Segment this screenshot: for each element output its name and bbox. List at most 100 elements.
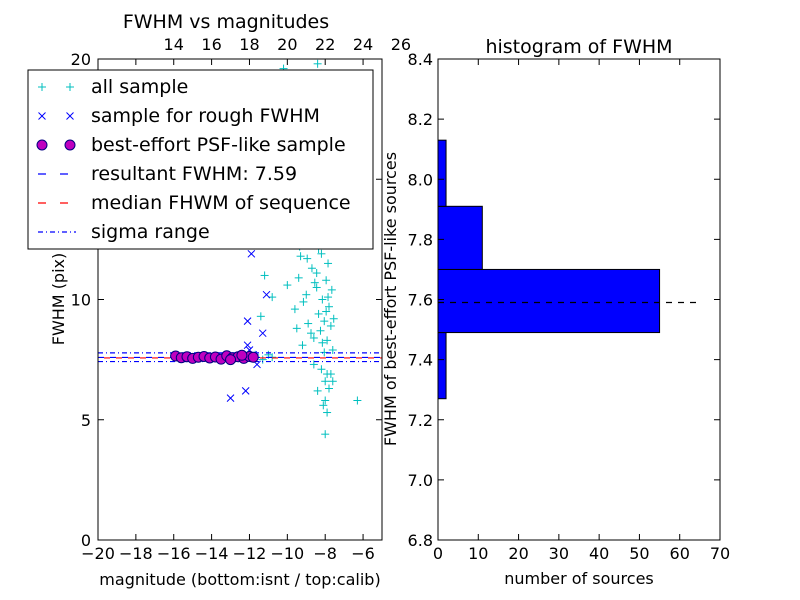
left-y-tick-label-2: 10: [71, 291, 91, 310]
all-sample-point-39: [320, 317, 329, 326]
right-x-axis-label: number of sources: [504, 569, 654, 588]
legend-marker-b-b: [66, 112, 74, 120]
histogram-bar-1: [437, 268, 661, 334]
all-sample-point-78: [323, 408, 332, 417]
rough-sample-point-2: [262, 290, 271, 299]
legend-marker-a: [36, 139, 48, 151]
legend-frame: [27, 69, 374, 250]
histogram-bar-2: [437, 205, 483, 270]
left-x-tick-label-2: −16: [157, 544, 191, 563]
all-sample-point-77: [321, 396, 330, 405]
legend-marker-a: [38, 83, 46, 91]
left-top-tick-label-0: 14: [164, 35, 184, 54]
right-y-tick-label-1: 7.0: [408, 471, 433, 490]
right-x-tick-label-6: 60: [670, 544, 690, 563]
all-sample-point-33: [314, 309, 323, 318]
all-sample-point-52: [303, 254, 312, 263]
legend-item-4: median FHWM of sequence: [38, 192, 351, 214]
left-x-tick-label-4: −12: [233, 544, 267, 563]
psf-sample-point-14: [247, 351, 259, 363]
all-sample-point-35: [316, 326, 325, 335]
legend-label-3: resultant FWHM: 7.59: [91, 163, 297, 185]
left-x-tick-label-5: −10: [270, 544, 304, 563]
rough-sample-point-8-b: [241, 387, 250, 395]
rough-sample-point-3-b: [243, 317, 252, 325]
left-y-tick-label-0: 0: [81, 531, 91, 550]
all-sample-point-73: [326, 370, 335, 379]
all-sample-point-68: [309, 360, 318, 369]
left-y-tick-label-4: 20: [71, 50, 91, 69]
all-sample-point-54: [310, 278, 319, 287]
all-sample-point-21: [294, 273, 303, 282]
rough-sample-point-0-b: [247, 249, 256, 258]
left-top-tick-label-4: 22: [315, 35, 335, 54]
right-x-tick-label-2: 20: [508, 544, 528, 563]
all-sample-point-28: [307, 264, 316, 273]
all-sample-point-74: [313, 386, 322, 395]
all-sample-point-51: [299, 297, 308, 306]
right-y-tick-label-8: 8.4: [408, 50, 433, 69]
all-sample-point-47: [327, 285, 336, 294]
left-top-tick-label-3: 20: [277, 35, 297, 54]
left-top-tick-label-2: 18: [239, 35, 259, 54]
all-sample-point-11: [283, 281, 292, 290]
right-chart-title: histogram of FWHM: [485, 36, 672, 58]
right-x-tick-label-1: 10: [468, 544, 488, 563]
all-sample-point-46: [326, 321, 335, 330]
rough-sample-point-9: [226, 394, 235, 402]
all-sample-point-76: [319, 401, 328, 410]
legend-item-3: resultant FWHM: 7.59: [38, 163, 297, 185]
all-sample-point-22: [296, 252, 305, 261]
left-x-tick-label-3: −14: [195, 544, 229, 563]
all-sample-point-71: [321, 377, 330, 386]
left-x-tick-label-0: −20: [81, 544, 115, 563]
all-sample-point-48: [328, 346, 337, 355]
left-x-tick-label-1: −18: [119, 544, 153, 563]
right-x-tick-label-5: 50: [629, 544, 649, 563]
right-y-tick-label-0: 6.8: [408, 531, 433, 550]
all-sample-point-56: [318, 338, 327, 347]
right-y-axis-label: FWHM of best-effort PSF-like sources: [381, 152, 400, 446]
rough-sample-point-2-b: [262, 290, 271, 299]
all-sample-point-80: [353, 396, 362, 405]
rough-sample-point-3: [243, 317, 252, 325]
all-sample-point-20: [292, 324, 301, 333]
legend-item-5: sigma range: [38, 221, 210, 243]
right-x-tick-label-3: 30: [549, 544, 569, 563]
all-sample-point-72: [324, 384, 333, 393]
all-sample-point-29: [309, 333, 318, 342]
fwhm-histogram-panel: histogram of FWHM 0 10 20 30 40 50 60 70 6.8 7.0 7…: [381, 36, 730, 588]
psf-sample-point-16: [236, 349, 248, 361]
all-sample-point-36: [317, 249, 326, 258]
left-top-tick-label-6: 26: [391, 35, 411, 54]
all-sample-point-6: [260, 271, 269, 280]
rough-sample-point-4: [258, 329, 267, 338]
all-sample-point-62: [312, 269, 321, 278]
all-sample-point-53: [307, 329, 315, 338]
all-sample-point-43: [324, 259, 333, 268]
right-y-tick-label-7: 8.2: [408, 110, 433, 129]
left-y-axis-label: FWHM (pix): [49, 253, 68, 346]
left-plot-area: [98, 59, 382, 439]
left-x-tick-label-7: −6: [351, 544, 375, 563]
legend-marker-a: [38, 112, 46, 120]
legend-marker-a-b: [38, 112, 46, 120]
right-x-tick-label-0: 0: [433, 544, 443, 563]
right-y-tick-label-2: 7.2: [408, 411, 433, 430]
all-sample-point-69: [317, 365, 326, 374]
legend-item-1: sample for rough FWHM: [38, 105, 320, 127]
left-y-tick-label-1: 5: [81, 411, 91, 430]
legend: all sample sample for rough FWHM best-effo…: [27, 69, 374, 250]
all-sample-point-44: [324, 302, 333, 311]
all-sample-point-2: [258, 355, 267, 364]
legend-label-0: all sample: [91, 76, 188, 98]
right-axis-ticks: 0 10 20 30 40 50 60 70 6.8 7.0 7.2 7.4 7.6 7.8 8.0 8.2 8…: [408, 50, 731, 563]
left-top-tick-label-5: 24: [353, 35, 373, 54]
rough-sample-point-0: [247, 249, 256, 258]
left-x-axis-label: magnitude (bottom:isnt / top:calib): [99, 570, 380, 589]
all-sample-point-61: [324, 293, 333, 302]
all-sample-point-42: [323, 336, 332, 345]
rough-sample-point-5: [243, 341, 252, 350]
